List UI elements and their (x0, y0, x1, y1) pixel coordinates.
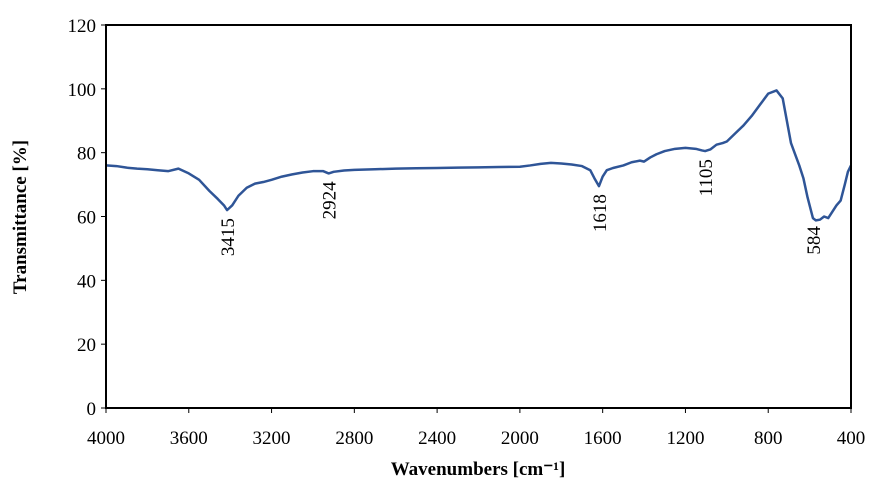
x-tick-label: 2400 (418, 428, 456, 449)
y-tick-label: 80 (77, 144, 96, 165)
spectrum-line (105, 89, 853, 222)
y-tick-label: 100 (68, 80, 97, 101)
x-tick-label: 3200 (253, 428, 291, 449)
x-tick-label: 400 (837, 428, 866, 449)
x-tick-label: 4000 (87, 428, 125, 449)
x-tick-label: 2000 (501, 428, 539, 449)
x-tick-label: 800 (754, 428, 783, 449)
x-tick-label: 1200 (666, 428, 704, 449)
peak-annotation: 3415 (218, 218, 239, 256)
x-tick-label: 2800 (335, 428, 373, 449)
peak-annotation: 584 (804, 226, 825, 255)
y-tick-label: 0 (87, 399, 97, 420)
plot-frame (105, 24, 852, 409)
y-tick-label: 60 (77, 208, 96, 229)
y-tick-label: 40 (77, 271, 96, 292)
y-axis-title: Transmittance [%] (10, 140, 31, 294)
x-tick-label: 3600 (170, 428, 208, 449)
peak-annotation: 1618 (590, 194, 611, 232)
y-tick-label: 120 (68, 16, 97, 37)
x-tick-label: 1600 (584, 428, 622, 449)
x-axis-title: Wavenumbers [cm⁻¹] (391, 459, 566, 480)
peak-annotation: 1105 (696, 159, 717, 196)
y-tick-label: 20 (77, 335, 96, 356)
peak-annotation: 2924 (320, 181, 341, 220)
